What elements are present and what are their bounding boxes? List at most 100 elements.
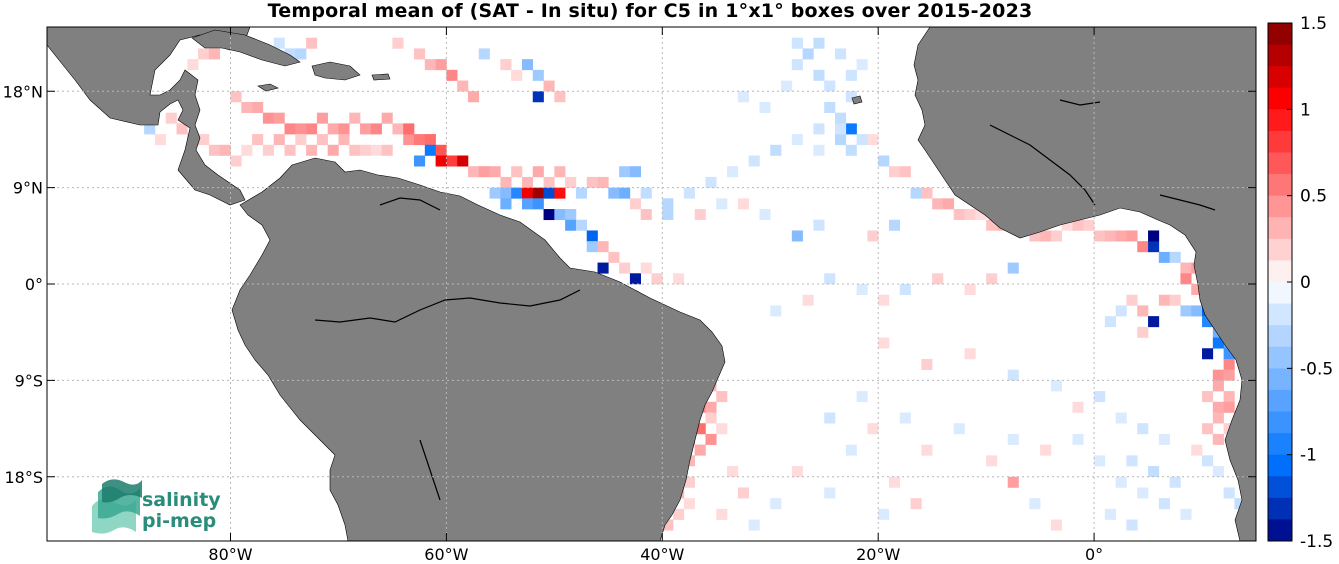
heatmap-cell xyxy=(1104,508,1116,520)
heatmap-cell xyxy=(1212,466,1224,478)
heatmap-cells xyxy=(122,37,1246,531)
heatmap-cell xyxy=(554,166,566,178)
heatmap-cell xyxy=(748,155,760,167)
land-south-america xyxy=(231,157,726,541)
heatmap-cell xyxy=(467,91,480,103)
heatmap-cell xyxy=(1115,305,1127,317)
heatmap-cell xyxy=(694,209,706,221)
heatmap-cell xyxy=(1202,316,1214,328)
river-niger xyxy=(989,124,1096,206)
colorbar-swatch xyxy=(1268,44,1292,67)
heatmap-cell xyxy=(1094,455,1106,467)
colorbar-swatch xyxy=(1268,109,1292,132)
land-hispaniola xyxy=(311,61,361,81)
heatmap-cell xyxy=(1040,230,1052,242)
heatmap-cell xyxy=(597,176,609,188)
heatmap-cell xyxy=(683,476,695,488)
heatmap-cell xyxy=(1061,219,1073,231)
heatmap-cell xyxy=(597,241,609,253)
heatmap-cell xyxy=(705,412,717,424)
heatmap-cell xyxy=(629,166,641,178)
heatmap-cell xyxy=(295,48,307,60)
heatmap-cell xyxy=(511,187,523,199)
heatmap-cell xyxy=(1180,305,1192,317)
heatmap-cell xyxy=(845,69,857,81)
heatmap-cell xyxy=(640,187,652,199)
heatmap-cell xyxy=(824,101,836,113)
heatmap-cell xyxy=(187,59,199,71)
heatmap-cell xyxy=(975,209,987,221)
colorbar-swatch xyxy=(1268,260,1292,283)
heatmap-cell xyxy=(500,176,512,188)
heatmap-cell xyxy=(845,91,857,103)
heatmap-cell xyxy=(867,423,879,435)
lon-tick-label: 40°W xyxy=(640,545,684,564)
map-title: Temporal mean of (SAT - In situ) for C5 … xyxy=(267,0,1033,22)
heatmap-cell xyxy=(424,144,436,156)
heatmap-cell xyxy=(813,37,825,49)
heatmap-cell xyxy=(1029,498,1041,510)
colorbar-tick-label: 1.5 xyxy=(1300,14,1327,34)
lat-tick-label: 0° xyxy=(25,275,43,294)
heatmap-cell xyxy=(1223,401,1235,413)
heatmap-cell xyxy=(565,176,577,188)
heatmap-cell xyxy=(1234,498,1246,510)
heatmap-cell xyxy=(338,123,350,135)
rivers xyxy=(314,99,1216,501)
heatmap-cell xyxy=(597,262,609,274)
heatmap-cell xyxy=(381,144,393,156)
heatmap-cell xyxy=(813,144,825,156)
heatmap-cell xyxy=(457,155,469,167)
river-orinoco xyxy=(379,197,441,211)
heatmap-cell xyxy=(1083,219,1095,231)
colorbar-swatch xyxy=(1268,23,1292,45)
heatmap-cell xyxy=(1104,316,1116,328)
heatmap-cell xyxy=(1007,369,1019,381)
heatmap-cell xyxy=(1126,294,1138,306)
heatmap-cell xyxy=(964,209,976,221)
heatmap-cell xyxy=(835,48,847,60)
heatmap-cell xyxy=(824,412,836,424)
lat-tick-label: 18°N xyxy=(3,82,43,101)
heatmap-cell xyxy=(586,176,598,188)
heatmap-cell xyxy=(878,337,890,349)
heatmap-cell xyxy=(1007,433,1019,445)
heatmap-cell xyxy=(284,48,296,60)
heatmap-cell xyxy=(511,69,523,81)
heatmap-cell xyxy=(327,123,339,135)
heatmap-cell xyxy=(1126,230,1138,242)
heatmap-cell xyxy=(575,187,588,199)
heatmap-cell xyxy=(306,123,318,135)
heatmap-cell xyxy=(748,519,760,531)
heatmap-cell xyxy=(1212,433,1224,445)
heatmap-cell xyxy=(705,401,717,413)
heatmap-cell xyxy=(1029,230,1041,242)
heatmap-cell xyxy=(1158,294,1170,306)
heatmap-cell xyxy=(349,144,361,156)
colorbar-tick-label: 0.5 xyxy=(1300,187,1327,207)
heatmap-cell xyxy=(489,187,501,199)
heatmap-cell xyxy=(252,134,264,146)
heatmap-cell xyxy=(208,48,221,60)
heatmap-cell xyxy=(198,134,210,146)
heatmap-cell xyxy=(273,37,285,49)
heatmap-cell xyxy=(867,230,879,242)
heatmap-cell xyxy=(899,412,911,424)
heatmap-cell xyxy=(295,123,307,135)
land-west-africa xyxy=(913,27,1256,541)
heatmap-cell xyxy=(791,59,803,71)
heatmap-cell xyxy=(586,241,598,253)
heatmap-cell xyxy=(295,134,307,146)
heatmap-cell xyxy=(252,101,264,113)
lat-tick-label: 9°S xyxy=(15,371,43,390)
heatmap-cell xyxy=(845,144,857,156)
colorbar-swatch xyxy=(1268,497,1292,520)
heatmap-cell xyxy=(349,112,361,124)
heatmap-cell xyxy=(532,198,544,210)
heatmap-cell xyxy=(716,423,728,435)
heatmap-cell xyxy=(835,123,847,135)
heatmap-cell xyxy=(845,123,857,135)
heatmap-cell xyxy=(316,134,328,146)
heatmap-cell xyxy=(1191,305,1203,317)
heatmap-cell xyxy=(284,123,296,135)
